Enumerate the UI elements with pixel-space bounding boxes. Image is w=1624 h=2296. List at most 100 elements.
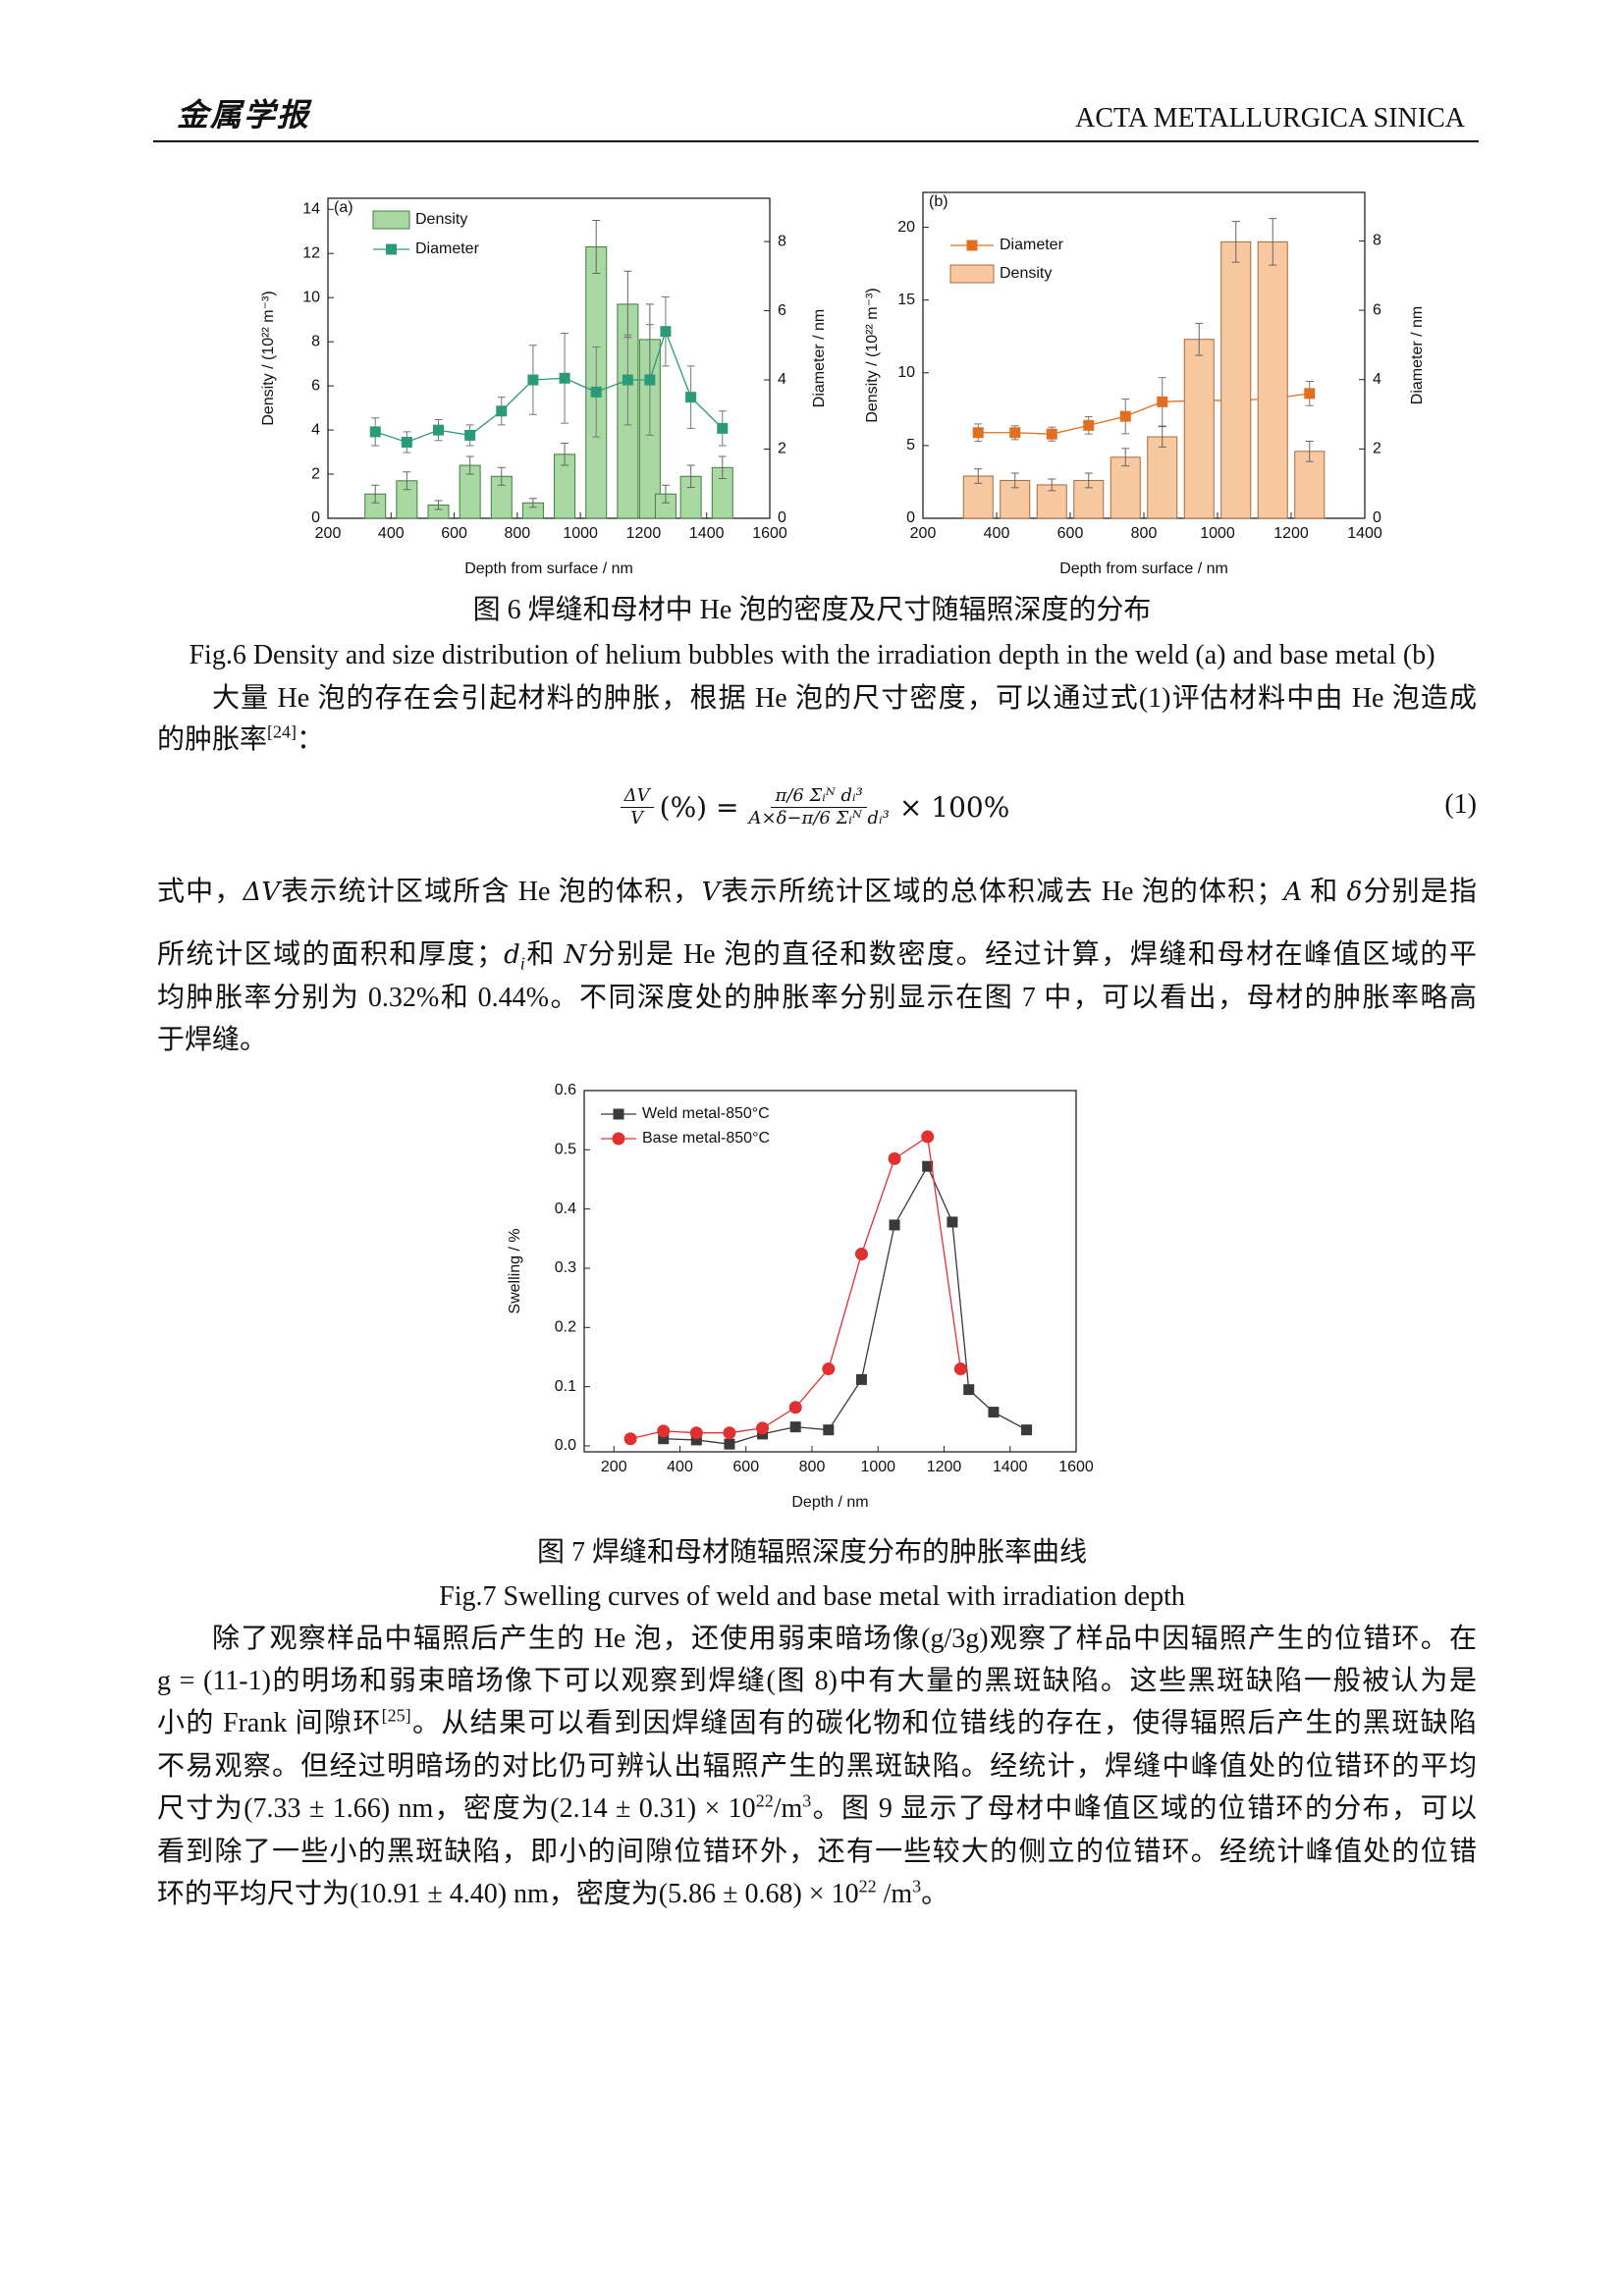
symbol: δ [1346, 878, 1363, 907]
text-line: g = (11-1)的明场和弱束暗场像下可以观察到焊缝(图 8)中有大量的黑斑缺… [157, 1666, 1477, 1696]
error-bar [686, 464, 695, 489]
equation-fraction: ΔV V [620, 785, 654, 829]
y-tick-label: 8 [311, 333, 320, 349]
text-run: 分别是指 [1362, 877, 1477, 907]
y-tick-label: 20 [897, 219, 915, 236]
subscript: i [519, 953, 525, 974]
x-axis-label: Depth from surface / nm [464, 561, 633, 577]
y2-tick-label: 4 [1373, 371, 1381, 388]
x-tick-label: 400 [667, 1459, 693, 1475]
error-bar [465, 455, 474, 475]
figure-caption-en: Fig.6 Density and size distribution of h… [189, 640, 1435, 670]
x-tick-label: 1200 [626, 525, 662, 542]
text-line: 均肿胀率分别为 0.32%和 0.44%。不同深度处的肿胀率分别显示在图 7 中… [157, 983, 1477, 1013]
data-point [1021, 1424, 1033, 1436]
text-line: 的肿胀率[24]： [157, 722, 1477, 758]
y2-tick-label: 2 [778, 441, 786, 457]
legend-swatch [949, 264, 995, 284]
error-bar [1305, 440, 1314, 462]
error-bar [434, 500, 443, 510]
data-point [1046, 428, 1057, 440]
data-point [724, 1438, 735, 1450]
symbol: A [1283, 878, 1303, 907]
x-tick-label: 1000 [1200, 525, 1235, 542]
y-tick-label: 0.2 [555, 1319, 576, 1336]
data-point [1083, 419, 1095, 431]
x-tick-label: 1400 [993, 1459, 1028, 1475]
y-tick-label: 6 [311, 377, 320, 394]
equation-text: π/6 Σᵢᴺ dᵢ³ [771, 785, 867, 808]
y2-tick-label: 6 [778, 302, 786, 319]
plot-frame [583, 1090, 1077, 1453]
plot-frame [327, 197, 771, 519]
error-bar [561, 443, 569, 466]
text-line: 环的平均尺寸为(10.91 ± 4.40) nm，密度为(5.86 ± 0.68… [157, 1877, 1477, 1912]
text-run: 所统计区域的面积和厚度； [157, 939, 505, 970]
header-rule [153, 140, 1479, 142]
data-point [756, 1421, 770, 1435]
y-tick-label: 0.3 [555, 1259, 576, 1276]
data-point [644, 374, 656, 386]
x-tick-label: 1600 [1058, 1459, 1094, 1475]
y-axis-label: Density / (10²² m⁻³) [864, 288, 881, 422]
text-run: 。 [921, 1879, 949, 1909]
legend-marker [386, 243, 397, 255]
data-point [1157, 396, 1168, 407]
equation-number: (1) [1444, 789, 1477, 820]
y-tick-label: 15 [897, 292, 915, 308]
data-point [496, 405, 508, 417]
data-point [889, 1219, 900, 1231]
error-bar [1195, 322, 1204, 356]
x-tick-label: 1400 [1347, 525, 1382, 542]
error-bar [1048, 478, 1056, 492]
y-tick-label: 14 [302, 200, 320, 217]
y-tick-label: 10 [897, 364, 915, 381]
text-line: 尺寸为(7.33 ± 1.66) nm，密度为(2.14 ± 0.31) × 1… [157, 1791, 1477, 1827]
text-run: 分别是 He 泡的直径和数密度。经过计算，焊缝和母材在峰值区域的平 [586, 939, 1477, 970]
y2-axis-label: Diameter / nm [811, 309, 828, 407]
error-bar [974, 468, 983, 484]
legend-swatch [372, 210, 410, 230]
y-tick-label: 12 [302, 244, 320, 261]
series-line [663, 1164, 1027, 1445]
y-tick-label: 0.6 [555, 1082, 576, 1098]
data-point [622, 374, 633, 386]
text-run: 表示统计区域所含 He 泡的体积， [280, 877, 702, 907]
y-tick-label: 4 [311, 421, 320, 438]
error-bar [1231, 221, 1240, 263]
superscript: [24] [267, 721, 298, 742]
data-point [921, 1130, 935, 1144]
bar [1220, 240, 1252, 519]
header-logo: 金属学报 [177, 97, 311, 133]
bar [1183, 339, 1215, 519]
error-bar [371, 484, 380, 504]
bar [1147, 436, 1178, 519]
y2-axis-label: Diameter / nm [1409, 306, 1426, 404]
text-run: 尺寸为(7.33 ± 1.66) nm，密度为(2.14 ± 0.31) × 1… [157, 1793, 756, 1824]
legend-label: Density [415, 211, 467, 228]
y2-tick-label: 0 [778, 509, 786, 526]
error-bar [1269, 218, 1277, 266]
text-line: 式中，ΔV表示统计区域所含 He 泡的体积，V表示所统计区域的总体积减去 He … [157, 875, 1477, 910]
data-point [689, 1426, 703, 1440]
x-tick-label: 1400 [689, 525, 725, 542]
x-tick-label: 1000 [860, 1459, 895, 1475]
symbol: V [701, 878, 721, 907]
x-tick-label: 200 [601, 1459, 627, 1475]
text-run: 和 [1302, 877, 1347, 907]
symbol: N [564, 940, 587, 970]
text-run: 和 [524, 939, 565, 970]
text-line: 看到除了一些小的黑斑缺陷，即小的间隙位错环外，还有一些较大的侧立的位错环。经统计… [157, 1837, 1477, 1867]
data-point [947, 1216, 958, 1228]
legend-marker [613, 1108, 624, 1120]
data-point [623, 1432, 637, 1446]
data-point [685, 392, 697, 403]
equation-text: A×δ−π/6 Σᵢᴺ dᵢ³ [748, 807, 890, 828]
legend-label: Diameter [415, 240, 480, 257]
text-line: 小的 Frank 间隙环[25]。从结果可以看到因焊缝固有的碳化物和位错线的存在… [157, 1706, 1477, 1741]
data-point [660, 326, 672, 338]
y2-tick-label: 4 [778, 371, 786, 388]
equation-text: ΔV [620, 785, 654, 808]
data-point [657, 1424, 671, 1438]
